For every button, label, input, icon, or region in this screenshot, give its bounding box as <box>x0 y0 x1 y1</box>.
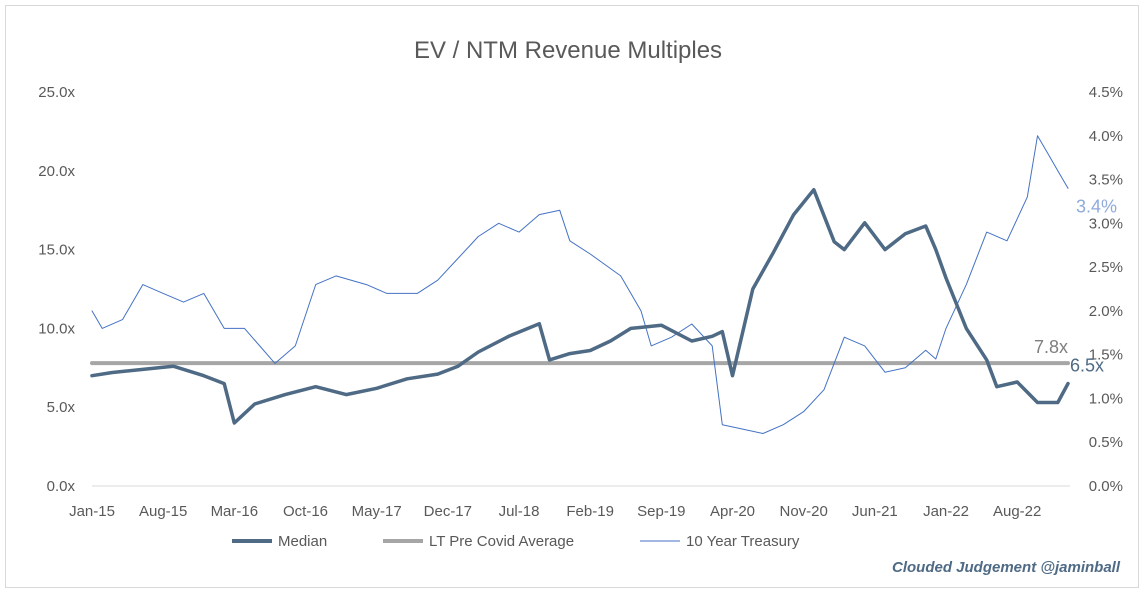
legend-item-median: Median <box>232 533 327 550</box>
legend-label-lt-average: LT Pre Covid Average <box>429 533 574 550</box>
x-tick-label: Oct-16 <box>283 503 328 520</box>
chart-title: EV / NTM Revenue Multiples <box>414 37 722 64</box>
x-tick-label: Jan-15 <box>69 503 115 520</box>
right-tick-label: 1.0% <box>1089 390 1123 407</box>
legend-label-treasury: 10 Year Treasury <box>686 533 800 550</box>
x-tick-label: Mar-16 <box>211 503 259 520</box>
x-tick-label: Aug-22 <box>993 503 1041 520</box>
series-line-median <box>90 187 1070 425</box>
left-tick-label: 25.0x <box>38 84 75 101</box>
x-tick-label: Jun-21 <box>852 503 898 520</box>
end-labels: 6.5x7.8x 3.4% <box>1034 196 1117 375</box>
left-tick-label: 5.0x <box>47 399 76 416</box>
left-tick-label: 0.0x <box>47 478 76 495</box>
x-tick-label: Feb-19 <box>566 503 614 520</box>
x-tick-label: Aug-15 <box>139 503 187 520</box>
right-tick-label: 0.5% <box>1089 434 1123 451</box>
watermark-text: Clouded Judgement @jaminball <box>892 559 1121 576</box>
right-tick-label: 3.5% <box>1089 172 1123 189</box>
x-tick-label: Jan-22 <box>923 503 969 520</box>
end-label-lt-pre-covid-average: 7.8x <box>1034 337 1068 357</box>
x-axis-ticks: Jan-15 Aug-15 Mar-16 Oct-16 May-17 Dec-17 Jul-… <box>69 503 1041 520</box>
left-tick-label: 10.0x <box>38 320 75 337</box>
right-axis-ticks: 0.0% 0.5% 1.0% 1.5% 2.0% 2.5% 3.0% 3.5% 4.0% 4.5% <box>1089 84 1123 495</box>
right-tick-label: 2.0% <box>1089 303 1123 320</box>
x-tick-label: Dec-17 <box>424 503 472 520</box>
legend: Median LT Pre Covid Average 10 Year Trea… <box>232 533 800 550</box>
right-tick-label: 4.5% <box>1089 84 1123 101</box>
series-layer <box>90 135 1070 434</box>
left-tick-label: 20.0x <box>38 163 75 180</box>
x-tick-label: Jul-18 <box>499 503 540 520</box>
right-tick-label: 0.0% <box>1089 478 1123 495</box>
left-tick-label: 15.0x <box>38 242 75 259</box>
end-label-10-year-treasury: 3.4% <box>1076 196 1117 216</box>
x-tick-label: Nov-20 <box>779 503 827 520</box>
right-tick-label: 2.5% <box>1089 259 1123 276</box>
x-tick-label: Apr-20 <box>710 503 755 520</box>
right-tick-label: 3.0% <box>1089 215 1123 232</box>
right-tick-label: 1.5% <box>1089 347 1123 364</box>
end-label-median: 6.5x <box>1070 356 1104 376</box>
series-line-10-year-treasury <box>91 135 1069 434</box>
legend-label-median: Median <box>278 533 327 550</box>
left-axis-ticks: 0.0x 5.0x 10.0x 15.0x 20.0x 25.0x <box>38 84 75 495</box>
right-tick-label: 4.0% <box>1089 128 1123 145</box>
legend-item-treasury: 10 Year Treasury <box>640 533 800 550</box>
x-tick-label: May-17 <box>352 503 402 520</box>
legend-item-lt-average: LT Pre Covid Average <box>383 533 574 550</box>
x-tick-label: Sep-19 <box>637 503 685 520</box>
chart-frame <box>5 5 1139 588</box>
